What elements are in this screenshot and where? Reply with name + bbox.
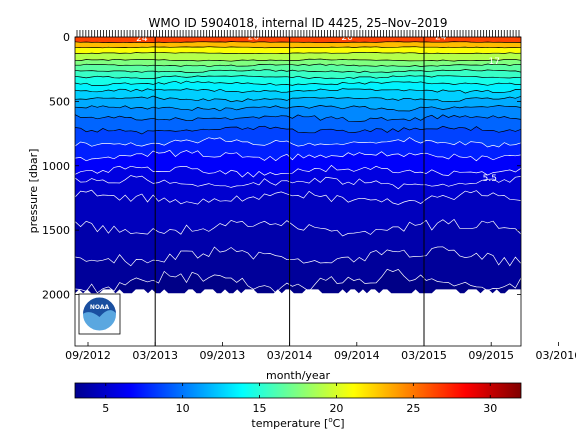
x-tick-label: 09/2013: [200, 349, 246, 362]
y-tick-label: 1500: [42, 224, 70, 237]
y-tick-label: 500: [49, 95, 70, 108]
contour-label: 24: [136, 34, 148, 44]
contour-label: 5.5: [483, 174, 497, 184]
colorbar-ticks: 5 10 15 20 25 30: [102, 383, 497, 415]
year-markers: [154, 37, 425, 346]
x-tick-label: 09/2012: [65, 349, 111, 362]
y-tick-label: 2000: [42, 289, 70, 302]
colorbar-label-main: temperature [: [251, 417, 328, 430]
isotherm-7: [75, 149, 521, 162]
x-tick-label: 03/2016: [536, 349, 576, 362]
colorbar-tick-label: 20: [329, 402, 343, 415]
noaa-logo-text: NOAA: [90, 304, 110, 311]
colorbar-gradient: [74, 382, 522, 399]
noaa-logo: NOAA: [78, 293, 121, 335]
contour-label: 24: [435, 33, 447, 43]
y-axis: 0 500 1000 1500 2000: [42, 31, 521, 302]
x-axis: 09/2012 03/2013 09/2013 03/2014 09/2014 03/20…: [65, 342, 576, 362]
colorbar-tick-label: 10: [176, 402, 190, 415]
isotherm-4: [75, 246, 521, 267]
y-axis-label: pressure [dbar]: [27, 149, 40, 234]
colorbar-label-unit: C]: [333, 417, 345, 430]
isotherm-17: [75, 63, 521, 68]
contour-label: 26: [341, 33, 353, 43]
y-tick-label: 1000: [42, 160, 70, 173]
plot-area: 24 26 26 24 17 5.5: [75, 33, 521, 346]
isotherm-20: [75, 51, 521, 55]
isotherm-13: [75, 88, 521, 94]
isotherm-11: [75, 105, 521, 112]
colorbar-tick-label: 30: [483, 402, 497, 415]
temperature-field: [75, 37, 521, 295]
x-tick-label: 03/2014: [267, 349, 313, 362]
colorbar-tick-label: 25: [406, 402, 420, 415]
x-tick-label: 09/2015: [468, 349, 514, 362]
field-band-24: [75, 37, 521, 43]
contour-labels: 24 26 26 24 17 5.5: [136, 33, 500, 184]
contour-label: 26: [248, 33, 260, 43]
chart-title: WMO ID 5904018, internal ID 4425, 25–Nov…: [149, 16, 448, 30]
isotherm-14: [75, 80, 521, 86]
isotherm-15: [75, 75, 521, 80]
colorbar-label: temperature [oC]: [251, 416, 344, 430]
profile-ticks: [76, 30, 520, 37]
y-tick-label: 0: [63, 31, 70, 44]
isotherm-24: [75, 41, 521, 44]
isotherm-5: [75, 189, 521, 205]
colorbar-tick-label: 15: [253, 402, 267, 415]
isotherm-16: [75, 69, 521, 73]
isotherm-4-5: [75, 218, 521, 237]
x-tick-label: 09/2014: [334, 349, 380, 362]
profile-bottom-edge: [75, 289, 521, 346]
isotherm-9: [75, 125, 521, 135]
isotherm-5-5: [75, 175, 521, 190]
x-axis-label: month/year: [266, 369, 330, 382]
isotherms: [75, 41, 521, 294]
isotherm-6: [75, 164, 521, 178]
colorbar-label-degree: o: [328, 416, 332, 424]
isotherm-3-5: [75, 268, 521, 294]
isotherm-10: [75, 114, 521, 122]
colorbar-tick-label: 5: [102, 402, 109, 415]
bottom-edge-mask: [75, 289, 521, 346]
contour-label: 17: [489, 57, 500, 67]
isotherm-18: [75, 58, 521, 62]
x-tick-label: 03/2013: [132, 349, 178, 362]
isotherm-12: [75, 95, 521, 103]
colorbar: 5 10 15 20 25 30 temperature [oC]: [74, 382, 522, 430]
x-tick-label: 03/2015: [401, 349, 447, 362]
isotherm-22: [75, 46, 521, 49]
isotherm-8: [75, 137, 521, 148]
